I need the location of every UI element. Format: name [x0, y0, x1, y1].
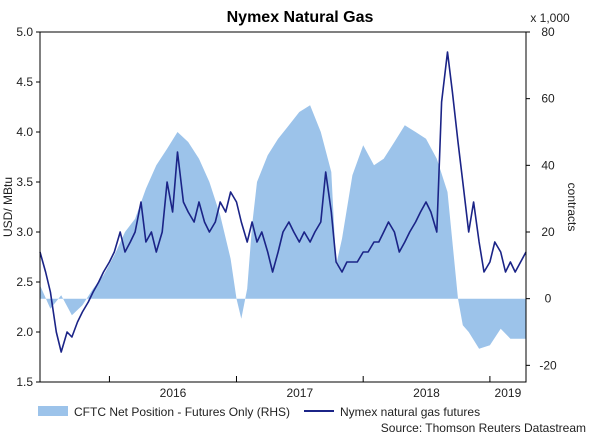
right-tick-label: 80: [541, 25, 555, 39]
right-axis-unit: x 1,000: [530, 11, 570, 25]
line-layer: [39, 51, 527, 353]
x-tick-label: 2016: [160, 386, 187, 400]
legend: CFTC Net Position - Futures Only (RHS) N…: [38, 405, 480, 419]
source-note: Source: Thomson Reuters Datastream: [381, 421, 586, 435]
right-axis: -20 0 20 40 60 80: [526, 25, 557, 372]
right-tick-label: 20: [541, 225, 555, 239]
x-axis: 2016 2017 2018 2019: [108, 376, 522, 400]
left-tick-label: 4.5: [16, 75, 33, 89]
plot-frame: [39, 31, 527, 383]
right-tick-label: 0: [545, 292, 552, 306]
left-tick-label: 5.0: [16, 25, 33, 39]
left-tick-label: 2.0: [16, 325, 33, 339]
left-tick-label: 2.5: [16, 275, 33, 289]
left-axis-label: USD/ MBtu: [1, 177, 15, 237]
legend-label-area: CFTC Net Position - Futures Only (RHS): [74, 405, 290, 419]
right-axis-label: contracts: [565, 183, 579, 232]
legend-label-line: Nymex natural gas futures: [340, 405, 480, 419]
left-tick-label: 4.0: [16, 125, 33, 139]
right-tick-label: -20: [539, 358, 557, 372]
left-tick-label: 3.5: [16, 175, 33, 189]
left-tick-label: 1.5: [16, 375, 33, 389]
legend-swatch-area: [38, 406, 68, 416]
x-tick-label: 2017: [286, 386, 313, 400]
area-layer: [40, 105, 526, 349]
right-tick-label: 40: [541, 158, 555, 172]
series-line-nymex-gas: [39, 51, 527, 353]
x-tick-label: 2018: [413, 386, 440, 400]
x-tick-label: 2019: [495, 386, 522, 400]
left-axis: 1.5 2.0 2.5 3.0 3.5 4.0 4.5 5.0: [16, 25, 40, 389]
series-area-cftc-net-position: [40, 105, 526, 349]
left-tick-label: 3.0: [16, 225, 33, 239]
chart-title: Nymex Natural Gas: [227, 9, 374, 26]
right-tick-label: 60: [541, 92, 555, 106]
